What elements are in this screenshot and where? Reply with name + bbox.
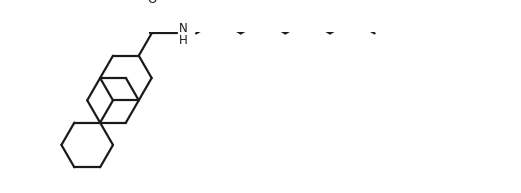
Text: N
H: N H [179, 22, 188, 47]
Text: O: O [147, 0, 156, 6]
